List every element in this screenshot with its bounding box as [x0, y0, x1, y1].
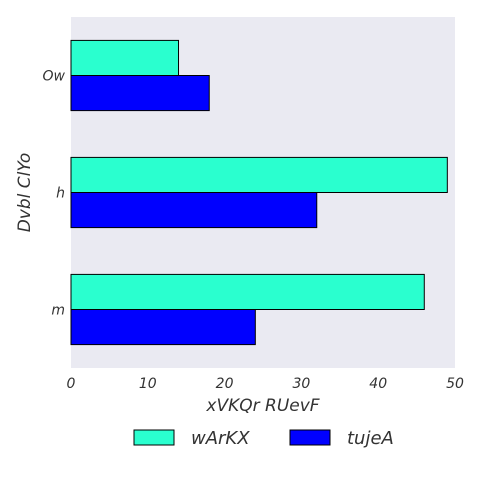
- legend-swatch-wArKX: [133, 429, 175, 446]
- y-tick-label: Ow: [43, 69, 66, 85]
- legend-label-wArKX: wArKX: [191, 428, 250, 449]
- x-tick-label: 0: [67, 376, 76, 392]
- y-tick-label: h: [56, 186, 65, 202]
- bar-tujeA-Ow: [70, 75, 210, 112]
- x-tick-label: 50: [446, 376, 464, 392]
- bar-tujeA-h: [70, 192, 318, 229]
- y-tick-label: m: [51, 303, 65, 319]
- y-axis-label: Dvbl ClYo: [15, 153, 35, 233]
- x-tick-label: 40: [369, 376, 387, 392]
- x-tick-label: 10: [139, 376, 157, 392]
- legend-label-tujeA: tujeA: [347, 428, 394, 449]
- legend-swatch-tujeA: [289, 429, 331, 446]
- legend: wArKX tujeA: [133, 428, 394, 449]
- bar-wArKX-Ow: [70, 39, 180, 76]
- bar-tujeA-m: [70, 309, 256, 346]
- x-tick-label: 30: [292, 376, 310, 392]
- bar-wArKX-h: [70, 156, 448, 193]
- x-axis-label: xVKQr RUevF: [205, 396, 319, 416]
- x-tick-label: 20: [216, 376, 234, 392]
- bar-wArKX-m: [70, 273, 425, 310]
